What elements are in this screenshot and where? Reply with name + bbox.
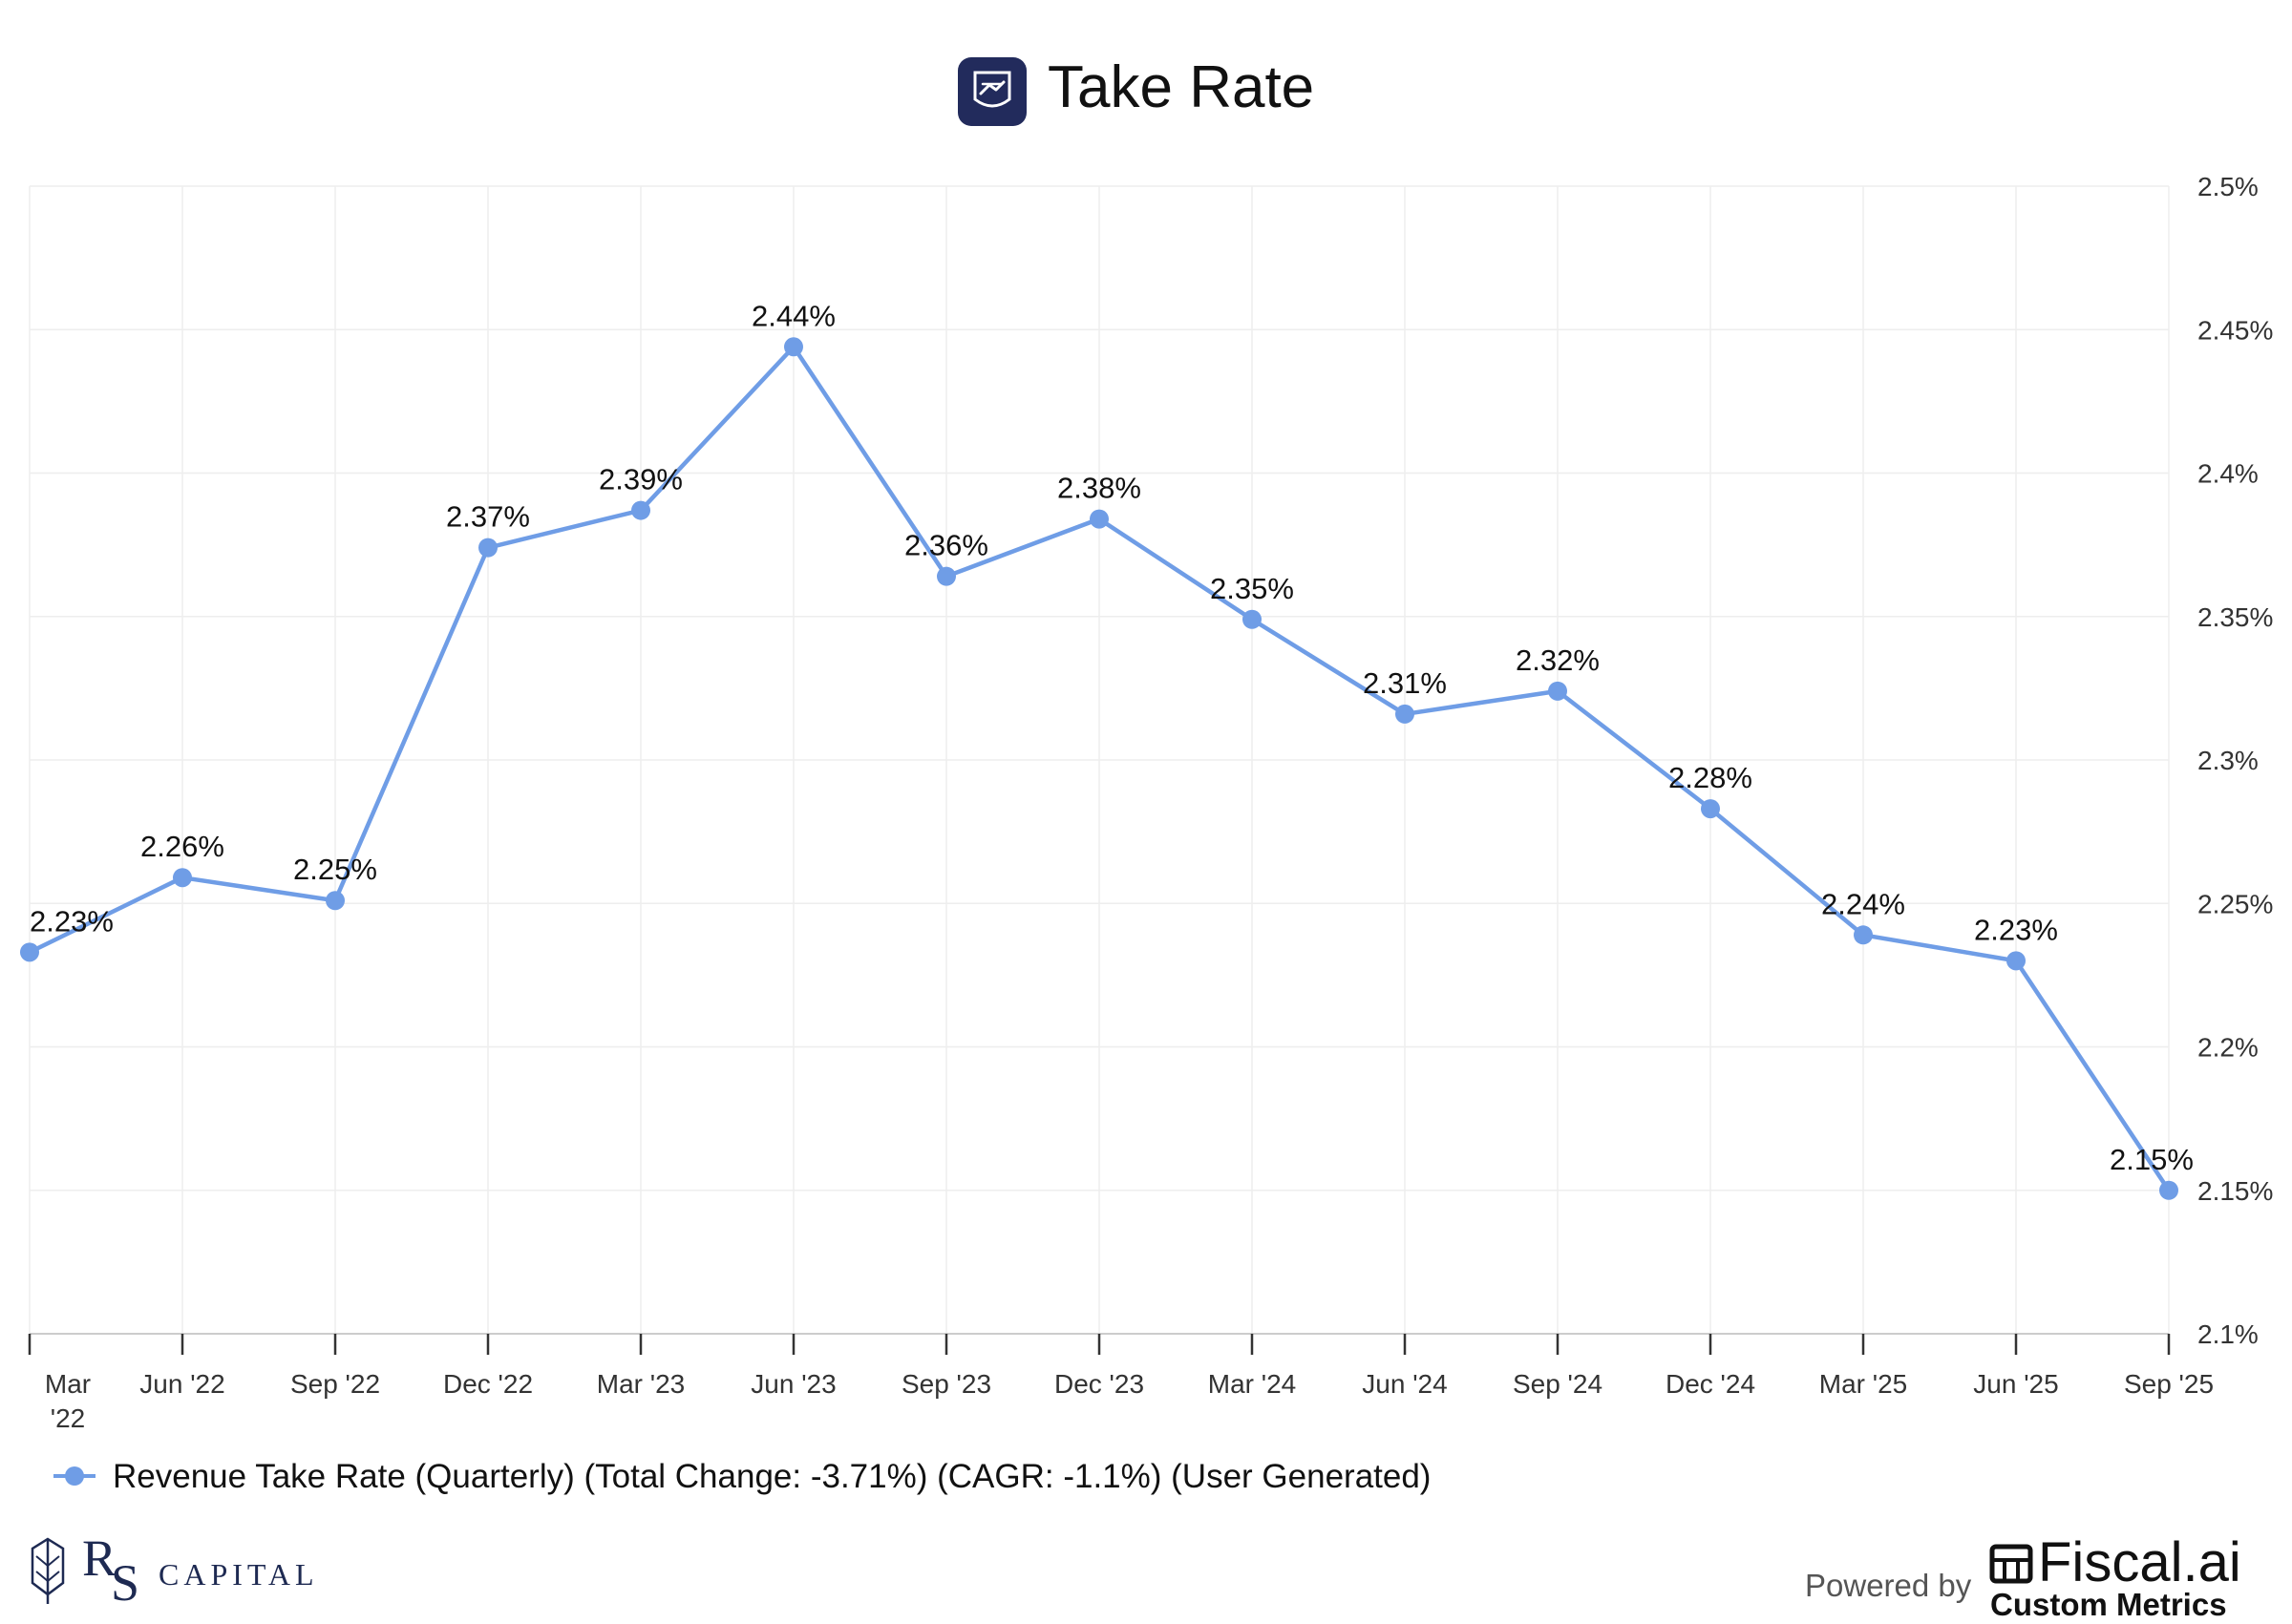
brand-left-word: CAPITAL — [159, 1557, 319, 1592]
data-label: 2.37% — [446, 500, 530, 534]
y-tick-label: 2.35% — [2197, 602, 2273, 632]
brand-right-sub: Custom Metrics — [1990, 1587, 2227, 1622]
legend-swatch-marker — [65, 1466, 84, 1486]
chart-title: Take Rate — [1048, 54, 1314, 120]
x-tick-label: Mar '23 — [597, 1369, 686, 1399]
powered-by-brand: Powered by Fiscal.ai Custom Metrics — [1805, 1531, 2241, 1622]
brand-left-initial-s: S — [111, 1554, 139, 1612]
data-label: 2.44% — [752, 299, 836, 332]
data-point[interactable] — [20, 942, 39, 962]
y-tick-label: 2.3% — [2197, 746, 2259, 775]
y-tick-label: 2.2% — [2197, 1033, 2259, 1063]
y-tick-label: 2.1% — [2197, 1319, 2259, 1349]
handshake-icon — [958, 57, 1027, 126]
data-point[interactable] — [1242, 609, 1262, 629]
data-label: 2.25% — [293, 853, 377, 886]
data-label: 2.38% — [1057, 472, 1141, 505]
data-point[interactable] — [631, 500, 650, 520]
x-tick-label: Dec '22 — [443, 1369, 533, 1399]
data-label: 2.32% — [1516, 643, 1600, 677]
chart-title-group: Take Rate — [958, 54, 1314, 126]
legend[interactable]: Revenue Take Rate (Quarterly) (Total Cha… — [53, 1458, 1431, 1495]
x-tick-label: Sep '25 — [2124, 1369, 2214, 1399]
grid-layer — [29, 185, 2170, 1335]
x-tick-label: Sep '24 — [1513, 1369, 1602, 1399]
legend-label: Revenue Take Rate (Quarterly) (Total Cha… — [113, 1458, 1431, 1495]
data-label: 2.35% — [1210, 572, 1294, 605]
data-point[interactable] — [784, 337, 803, 357]
data-label: 2.28% — [1668, 761, 1752, 794]
data-label: 2.23% — [1974, 913, 2058, 946]
data-point[interactable] — [2006, 951, 2026, 971]
data-label: 2.23% — [30, 904, 114, 938]
data-label: 2.39% — [599, 463, 683, 496]
data-label: 2.31% — [1363, 666, 1447, 700]
data-point[interactable] — [2159, 1180, 2178, 1200]
y-tick-label: 2.4% — [2197, 459, 2259, 489]
x-axis: Mar '22 Jun '22 Sep '22 Dec '22 Mar '23 Jun '2… — [28, 1333, 2214, 1433]
data-label: 2.36% — [904, 529, 988, 562]
y-tick-label: 2.45% — [2197, 315, 2273, 345]
data-point[interactable] — [326, 891, 345, 911]
powered-by-label: Powered by — [1805, 1568, 1972, 1603]
x-tick-label: Jun '23 — [751, 1369, 836, 1399]
x-tick-label: Dec '23 — [1054, 1369, 1144, 1399]
x-tick-label: Jun '25 — [1973, 1369, 2058, 1399]
data-label: 2.24% — [1821, 887, 1905, 920]
data-point[interactable] — [1548, 681, 1567, 701]
x-tick-label: Mar '25 — [1819, 1369, 1908, 1399]
y-axis: 2.1% 2.15% 2.2% 2.25% 2.3% 2.35% 2.4% 2.45% 2.5% — [2197, 172, 2273, 1349]
y-tick-label: 2.5% — [2197, 172, 2259, 201]
data-label: 2.26% — [140, 830, 224, 863]
data-labels: 2.23% 2.26% 2.25% 2.37% 2.39% 2.44% 2.36% 2.38%… — [30, 299, 2194, 1175]
data-point[interactable] — [1090, 509, 1109, 529]
x-tick-label: Jun '22 — [139, 1369, 224, 1399]
x-tick-label: Dec '24 — [1666, 1369, 1755, 1399]
x-tick-label: Mar '22 — [45, 1369, 91, 1433]
data-point[interactable] — [1854, 925, 1873, 945]
data-point[interactable] — [1395, 704, 1414, 724]
data-point[interactable] — [1701, 799, 1720, 819]
data-label: 2.15% — [2110, 1143, 2194, 1176]
y-tick-label: 2.15% — [2197, 1176, 2273, 1206]
x-tick-label: Jun '24 — [1362, 1369, 1447, 1399]
brand-right-name: Fiscal.ai — [2038, 1531, 2241, 1593]
brand-left-logo: R S CAPITAL — [31, 1529, 319, 1612]
leaf-icon — [31, 1537, 65, 1604]
y-tick-label: 2.25% — [2197, 889, 2273, 918]
x-tick-label: Mar '24 — [1208, 1369, 1297, 1399]
fiscal-logo-icon — [1989, 1544, 2033, 1584]
data-point[interactable] — [937, 566, 956, 586]
x-tick-label: Sep '22 — [290, 1369, 380, 1399]
data-point[interactable] — [173, 868, 192, 888]
x-tick-label: Sep '23 — [902, 1369, 991, 1399]
brand-left-initial-r: R — [82, 1529, 117, 1587]
data-point[interactable] — [478, 538, 498, 558]
series-revenue-take-rate — [20, 337, 2178, 1200]
